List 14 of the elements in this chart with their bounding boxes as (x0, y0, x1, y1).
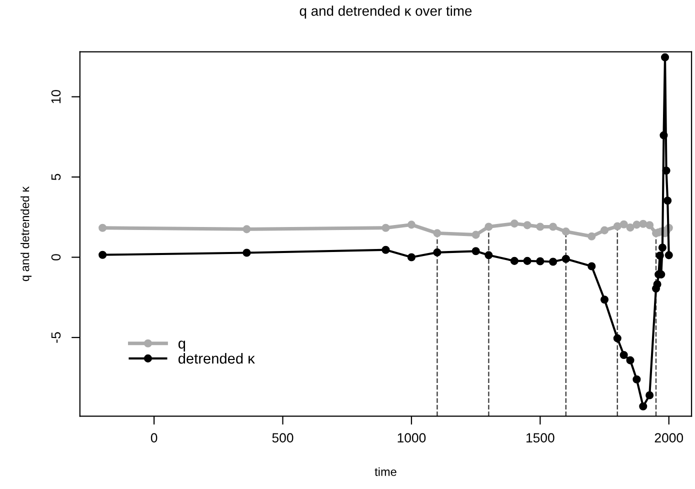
x-tick-label: 2000 (654, 433, 684, 442)
y-tick-label: 0 (51, 254, 61, 260)
y-axis-title: q and detrended κ (20, 186, 32, 282)
y-tick-label: -5 (51, 332, 61, 343)
legend-label: q (178, 340, 186, 352)
x-tick-label: 500 (272, 433, 294, 442)
x-tick-label: 1500 (526, 433, 554, 442)
legend-label: detrended κ (178, 352, 255, 364)
y-tick-label: 10 (51, 90, 61, 104)
chart-title: q and detrended κ over time (300, 6, 472, 19)
x-tick-label: 1000 (398, 433, 426, 442)
x-axis-title: time (374, 467, 396, 476)
y-tick-label: 5 (51, 174, 61, 180)
x-tick-label: 0 (150, 433, 158, 442)
